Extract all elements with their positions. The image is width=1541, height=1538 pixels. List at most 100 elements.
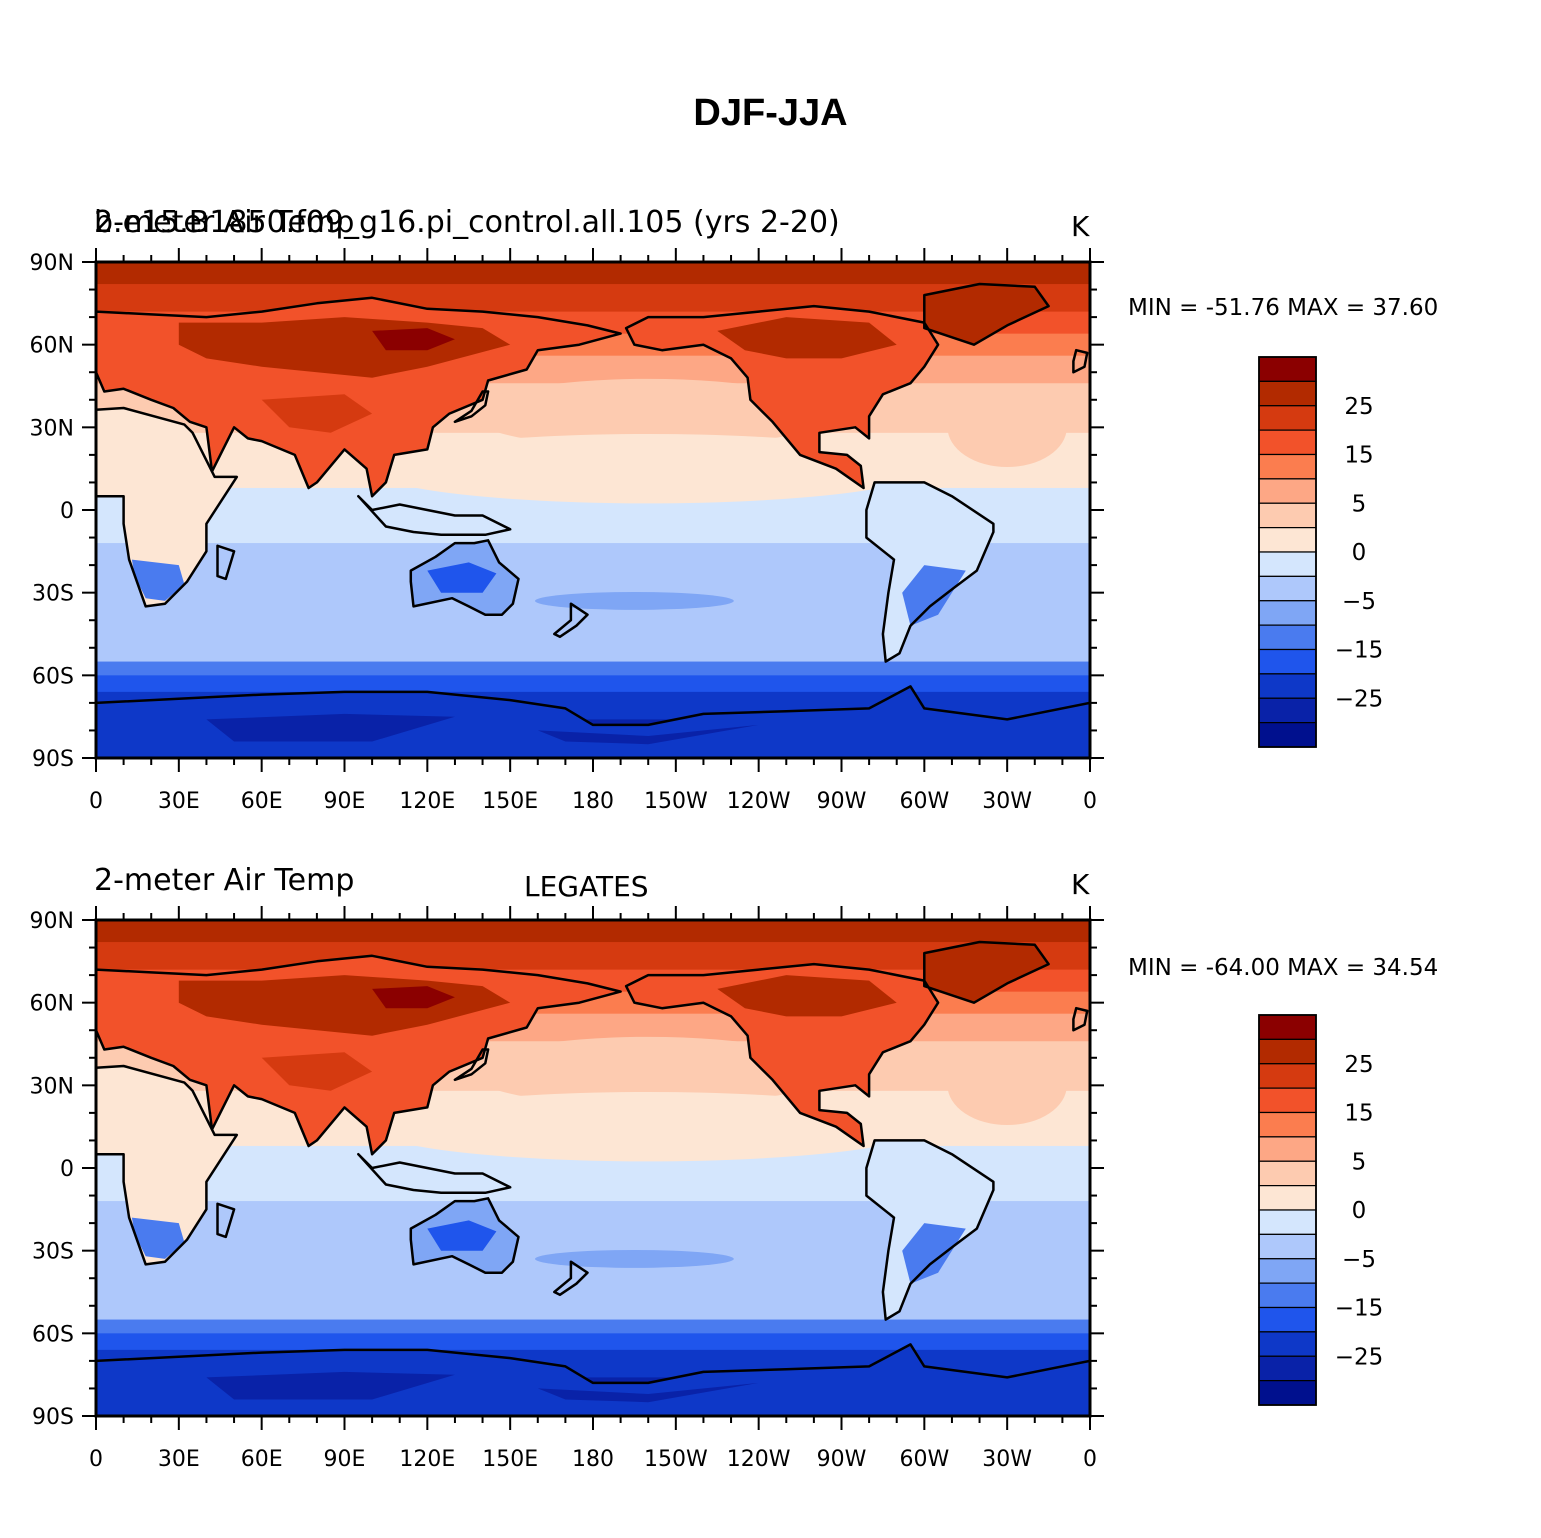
- coastline: [357, 494, 512, 537]
- lon-tick-label: 90W: [817, 1447, 867, 1472]
- colorbar-box: [1258, 1380, 1317, 1406]
- panel-center-label: LEGATES: [524, 870, 649, 903]
- lon-tick-label: 90W: [817, 789, 867, 814]
- panel-units-label: K: [1071, 210, 1090, 243]
- lon-tick-label: 30E: [158, 1447, 200, 1472]
- colorbar-box: [1258, 1306, 1317, 1333]
- ocean-anomaly: [947, 387, 1067, 468]
- coastline: [624, 962, 940, 1148]
- ocean-anomaly: [469, 378, 828, 449]
- colorbar-box: [1258, 453, 1317, 480]
- lat-tick-label: 30S: [32, 1240, 74, 1265]
- coastlines: [96, 282, 1090, 727]
- lon-tick-label: 60E: [241, 789, 283, 814]
- colorbar-box: [1258, 1355, 1317, 1382]
- coastline: [357, 1152, 512, 1195]
- colorbar-label: −15: [1335, 1296, 1384, 1322]
- top-map-panel: 2-meter Air Temp b.e15.B1850.f09_g16.pi_…: [0, 200, 1541, 860]
- canada-field: [717, 975, 897, 1017]
- temperature-field: [96, 920, 1090, 1416]
- colorbar-box: [1258, 527, 1317, 553]
- colorbar: 25 15 5 0 −5 −15 −25: [1258, 1014, 1384, 1406]
- coastline: [96, 296, 622, 498]
- min-max-text: MIN = -51.76 MAX = 37.60: [1128, 295, 1439, 321]
- antarctica-hot: [537, 1382, 759, 1403]
- antarctica-hot: [206, 713, 455, 742]
- colorbar-box: [1258, 1209, 1317, 1235]
- colorbar-box: [1258, 722, 1317, 748]
- lon-tick-label: 0: [1083, 1447, 1097, 1472]
- colorbar-label: 5: [1352, 491, 1367, 517]
- colorbar-box: [1258, 1282, 1317, 1309]
- lat-tick-label: 60S: [32, 664, 74, 689]
- colorbar-label: 0: [1352, 540, 1367, 566]
- south-america-warm: [902, 1223, 966, 1284]
- lon-tick-label: 0: [1083, 789, 1097, 814]
- temperature-band: [96, 920, 1090, 943]
- colorbar-box: [1258, 380, 1317, 407]
- colorbar-box: [1258, 1136, 1317, 1162]
- colorbar-box: [1258, 1063, 1317, 1089]
- colorbar-label: −25: [1335, 686, 1384, 712]
- colorbar-box: [1258, 356, 1317, 382]
- colorbar-box: [1258, 697, 1317, 724]
- lat-tick-label: 30N: [30, 1074, 74, 1099]
- panel-left-label: 2-meter Air Temp: [94, 863, 355, 898]
- colorbar-box: [1258, 1038, 1317, 1065]
- lon-tick-label: 30W: [982, 789, 1032, 814]
- colorbar-box: [1258, 502, 1317, 529]
- lon-tick-label: 30E: [158, 789, 200, 814]
- colorbar: 25 15 5 0 −5 −15 −25: [1258, 356, 1384, 748]
- ocean-anomaly: [369, 433, 927, 504]
- coastline: [96, 1343, 1090, 1385]
- coastline: [553, 602, 589, 639]
- colorbar-label: −15: [1335, 638, 1384, 664]
- temperature-band: [96, 1319, 1090, 1334]
- ocean-anomaly: [947, 1045, 1067, 1126]
- lat-tick-label: 90S: [32, 747, 74, 772]
- coastline: [96, 1064, 239, 1266]
- coastline: [96, 406, 239, 608]
- lon-tick-label: 150E: [482, 789, 538, 814]
- temperature-band: [96, 1292, 1090, 1321]
- lon-tick-label: 150W: [644, 1447, 708, 1472]
- colorbar-box: [1258, 600, 1317, 626]
- colorbar-box: [1258, 624, 1317, 651]
- map-figure: 90N 60N 30N 0 30S 60S 90S 0 30E 60E 90E 120E 150E 180…: [30, 906, 1384, 1472]
- coastline: [923, 940, 1050, 1004]
- temperature-band: [96, 661, 1090, 676]
- temperature-band: [96, 1333, 1090, 1351]
- colorbar-box: [1258, 1258, 1317, 1284]
- panel-units-label: K: [1071, 868, 1090, 901]
- colorbar-label: −5: [1342, 589, 1376, 615]
- tick-marks: [82, 248, 1104, 772]
- lon-tick-label: 150E: [482, 1447, 538, 1472]
- coastline: [216, 544, 236, 581]
- lon-tick-label: 120W: [727, 789, 791, 814]
- lon-tick-label: 0: [89, 789, 103, 814]
- lon-tick-label: 90E: [324, 789, 366, 814]
- temperature-band: [96, 675, 1090, 693]
- lat-tick-label: 90N: [30, 909, 74, 934]
- lat-tick-label: 0: [60, 499, 74, 524]
- lat-tick-label: 90N: [30, 251, 74, 276]
- lon-tick-label: 120E: [399, 789, 455, 814]
- colorbar-box: [1258, 1185, 1317, 1211]
- colorbar-label: −25: [1335, 1344, 1384, 1370]
- map-figure: 90N 60N 30N 0 30S 60S 90S 0 30E 60E 90E 120E 150E 180…: [30, 248, 1384, 814]
- africa-warm: [131, 559, 185, 601]
- lat-tick-label: 30S: [32, 582, 74, 607]
- antarctica-hot: [537, 724, 759, 745]
- colorbar-box: [1258, 1233, 1317, 1260]
- lon-tick-label: 60W: [899, 1447, 949, 1472]
- lat-tick-label: 90S: [32, 1405, 74, 1430]
- coastline: [624, 304, 940, 490]
- siberia-core-field: [372, 986, 455, 1009]
- lat-tick-label: 0: [60, 1157, 74, 1182]
- colorbar-label: 25: [1344, 1052, 1373, 1078]
- colorbar-label: 25: [1344, 394, 1373, 420]
- coastline: [1072, 1006, 1089, 1032]
- lat-tick-label: 60S: [32, 1322, 74, 1347]
- coastline: [96, 685, 1090, 727]
- panel-left-label: 2-meter Air Temp: [94, 205, 355, 240]
